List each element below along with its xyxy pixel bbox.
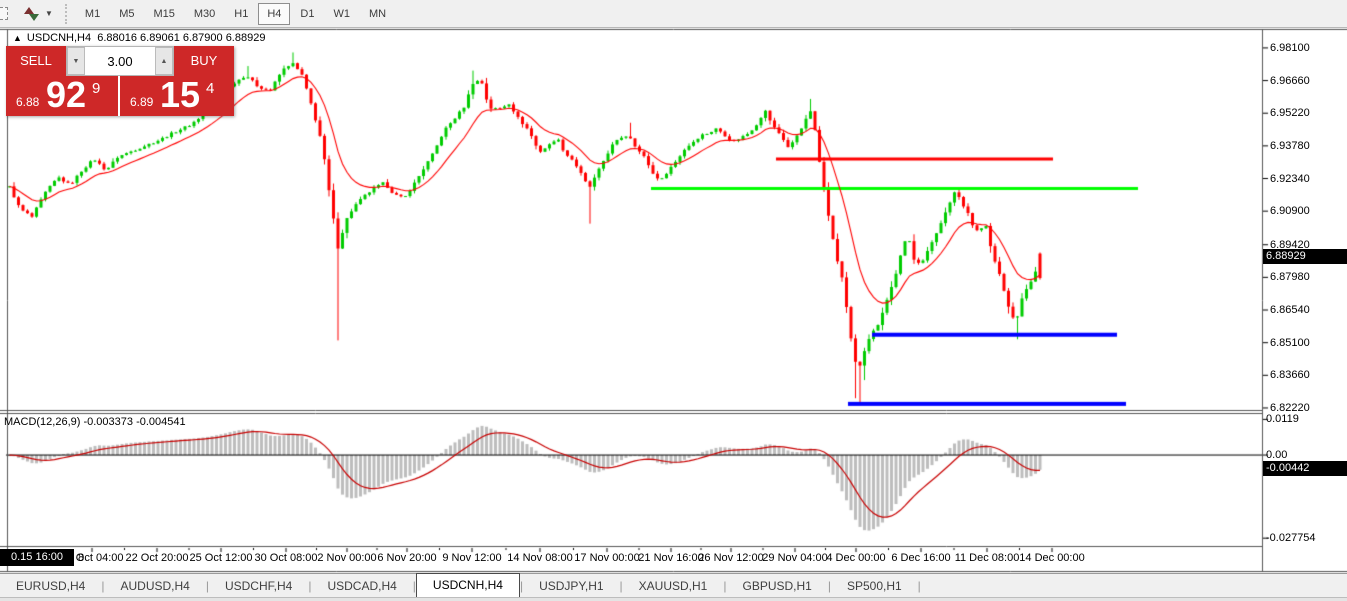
price-tick-label: 6.90900 (1270, 205, 1310, 218)
chart-shift-icon[interactable] (0, 7, 8, 20)
sell-price-button[interactable]: 6.88 92 9 (6, 74, 118, 116)
symbol-tabs-bar: EURUSD,H4 | AUDUSD,H4 | USDCHF,H4 | USDCAD,H4 |… (0, 573, 1347, 597)
volume-input[interactable] (85, 47, 155, 75)
status-strip (0, 597, 1347, 601)
buy-price-small: 6.89 (130, 95, 154, 109)
current-macd-badge: -0.00442 (1263, 461, 1347, 477)
price-tick-label: 6.87980 (1270, 271, 1310, 284)
time-tick-label: 29 Nov 04:00 (762, 552, 828, 564)
price-tick-label: 6.82220 (1270, 401, 1310, 414)
tab-usdcad-h4[interactable]: USDCAD,H4 (327, 579, 397, 593)
tick-arrows-icon[interactable] (22, 6, 40, 22)
time-tick-label: 26 Nov 12:00 (698, 552, 764, 564)
tab-usdchf-h4[interactable]: USDCHF,H4 (224, 579, 293, 593)
time-tick-label: 11 Dec 08:00 (954, 552, 1020, 564)
timeframe-button-d1[interactable]: D1 (300, 7, 315, 20)
time-tick-label: 9 Nov 12:00 (442, 552, 502, 564)
tab-separator: | (101, 579, 105, 593)
tab-separator: | (723, 579, 727, 593)
time-cursor-badge: 0.15 16:00 (0, 549, 74, 566)
sell-button[interactable]: SELL (6, 46, 66, 76)
buy-button[interactable]: BUY (174, 46, 234, 76)
one-click-trade-panel: SELL ▼ ▲ BUY 6.88 92 9 6.89 15 4 (6, 46, 234, 116)
tab-separator: | (917, 579, 921, 593)
price-tick-label: 6.95220 (1270, 107, 1310, 120)
timeframe-button-mn[interactable]: MN (368, 7, 387, 20)
time-tick-label: 21 Nov 16:00 (638, 552, 704, 564)
timeframe-button-h4[interactable]: H4 (258, 2, 291, 25)
buy-price-big: 15 (160, 74, 201, 115)
time-tick-label: 14 Dec 00:00 (1019, 552, 1085, 564)
price-tick-label: 6.86540 (1270, 304, 1310, 316)
sell-price-pipette: 9 (92, 80, 101, 97)
toolbar: ▼ M1 M5 M15 M30 H1 H4 D1 W1 MN (0, 0, 1347, 28)
macd-tick-label: 0.00 (1266, 449, 1288, 462)
timeframe-button-h1[interactable]: H1 (234, 7, 249, 20)
time-tick-label: 6 Dec 16:00 (891, 552, 951, 564)
price-tick-label: 6.96660 (1270, 74, 1310, 87)
sell-price-small: 6.88 (16, 95, 40, 109)
toolbar-gripper[interactable] (64, 3, 67, 24)
time-tick-label: 14 Nov 08:00 (507, 552, 573, 564)
timeframe-button-m15[interactable]: M15 (153, 7, 175, 20)
tab-audusd-h4[interactable]: AUDUSD,H4 (120, 579, 190, 593)
time-tick-label: 2 Nov 00:00 (317, 552, 377, 564)
tab-usdjpy-h1[interactable]: USDJPY,H1 (539, 579, 604, 593)
time-tick-label: 17 Nov 00:00 (574, 552, 640, 564)
chart-symbol-period: USDCNH,H4 (26, 32, 92, 44)
tab-eurusd-h4[interactable]: EURUSD,H4 (16, 579, 86, 593)
price-tick-label: 6.92340 (1270, 172, 1310, 185)
macd-tick-label: -0.027754 (1266, 532, 1316, 545)
buy-price-pipette: 4 (206, 80, 215, 97)
tab-sp500-h1[interactable]: SP500,H1 (846, 579, 902, 593)
price-tick-label: 6.83660 (1270, 369, 1310, 382)
time-tick-label: 18 Oct 04:00 (60, 552, 124, 564)
time-partial-label: 8 (78, 552, 85, 564)
tab-usdcnh-h4[interactable]: USDCNH,H4 (415, 573, 520, 597)
volume-increase-button[interactable]: ▲ (155, 47, 173, 75)
chevron-down-icon[interactable]: ▼ (45, 9, 53, 18)
time-tick-label: 25 Oct 12:00 (189, 552, 253, 564)
tab-separator: | (827, 579, 831, 593)
price-tick-label: 6.85100 (1270, 336, 1310, 349)
sell-price-big: 92 (46, 74, 87, 115)
price-tick-label: 6.89420 (1270, 238, 1310, 251)
tab-separator: | (519, 579, 524, 593)
price-tick-label: 6.93780 (1270, 139, 1310, 152)
volume-decrease-button[interactable]: ▼ (67, 47, 85, 75)
macd-indicator-label: MACD(12,26,9) -0.003373 -0.004541 (4, 416, 186, 428)
chart-title: ▲ USDCNH,H4 6.88016 6.89061 6.87900 6.889… (13, 32, 265, 44)
timeframe-button-w1[interactable]: W1 (333, 7, 350, 20)
tab-gbpusd-h1[interactable]: GBPUSD,H1 (742, 579, 812, 593)
chart-ohlc-values: 6.88016 6.89061 6.87900 6.88929 (97, 32, 266, 44)
macd-tick-label: 0.0119 (1266, 413, 1299, 426)
price-tick-label: 6.98100 (1270, 41, 1310, 54)
time-tick-label: 22 Oct 20:00 (125, 552, 189, 564)
buy-price-button[interactable]: 6.89 15 4 (120, 74, 234, 116)
tab-separator: | (619, 579, 623, 593)
chart-flag-icon: ▲ (13, 33, 22, 43)
current-price-badge: 6.88929 (1263, 248, 1347, 264)
timeframe-button-m5[interactable]: M5 (119, 7, 135, 20)
time-tick-label: 6 Nov 20:00 (377, 552, 437, 564)
tab-xauusd-h1[interactable]: XAUUSD,H1 (638, 579, 708, 593)
tab-separator: | (308, 579, 312, 593)
tab-separator: | (205, 579, 209, 593)
time-tick-label: 30 Oct 08:00 (254, 552, 318, 564)
timeframe-buttons: M1 M5 M15 M30 H1 H4 D1 W1 MN (76, 2, 396, 25)
timeframe-button-m30[interactable]: M30 (193, 7, 216, 20)
timeframe-button-m1[interactable]: M1 (84, 7, 101, 20)
time-tick-label: 4 Dec 00:00 (826, 552, 886, 564)
tab-separator: | (412, 579, 416, 593)
